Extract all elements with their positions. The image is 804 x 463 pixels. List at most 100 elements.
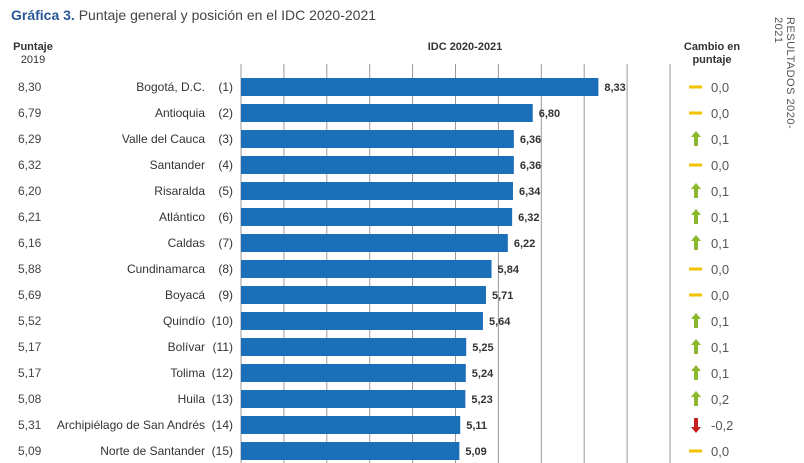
bar bbox=[241, 390, 466, 408]
category-label: Huila bbox=[178, 392, 206, 406]
category-label: Norte de Santander bbox=[100, 444, 205, 458]
score-2019: 6,29 bbox=[18, 132, 42, 146]
rank-label: (5) bbox=[218, 184, 233, 198]
flat-dash-icon bbox=[689, 85, 702, 89]
rank-label: (13) bbox=[212, 392, 233, 406]
value-label: 5,71 bbox=[492, 290, 513, 302]
bar bbox=[241, 78, 599, 96]
score-2019: 5,17 bbox=[18, 340, 42, 354]
category-label: Valle del Cauca bbox=[122, 132, 205, 146]
bar bbox=[241, 286, 486, 304]
change-value: 0,1 bbox=[711, 366, 729, 381]
change-value: 0,0 bbox=[711, 158, 729, 173]
arrow-up-icon bbox=[691, 365, 701, 380]
score-2019: 6,21 bbox=[18, 210, 42, 224]
bar bbox=[241, 234, 508, 252]
category-label: Santander bbox=[150, 158, 205, 172]
rank-label: (11) bbox=[213, 340, 233, 354]
rank-label: (6) bbox=[218, 210, 233, 224]
bar bbox=[241, 442, 460, 460]
rank-label: (3) bbox=[218, 132, 233, 146]
score-2019: 6,79 bbox=[18, 106, 42, 120]
flat-dash-icon bbox=[689, 293, 702, 297]
bar bbox=[241, 338, 467, 356]
category-label: Boyacá bbox=[165, 288, 205, 302]
category-label: Quindío bbox=[163, 314, 205, 328]
value-label: 5,64 bbox=[489, 316, 511, 328]
score-2019: 5,52 bbox=[18, 314, 42, 328]
value-label: 6,36 bbox=[520, 134, 541, 146]
score-2019: 5,17 bbox=[18, 366, 42, 380]
bar bbox=[241, 312, 483, 330]
bar bbox=[241, 364, 466, 382]
arrow-up-icon bbox=[691, 209, 701, 224]
value-label: 8,33 bbox=[604, 82, 625, 94]
arrow-up-icon bbox=[691, 183, 701, 198]
change-value: 0,1 bbox=[711, 210, 729, 225]
change-value: 0,1 bbox=[711, 340, 729, 355]
bar bbox=[241, 182, 513, 200]
score-2019: 5,88 bbox=[18, 262, 42, 276]
score-2019: 5,69 bbox=[18, 288, 42, 302]
category-label: Tolima bbox=[170, 366, 205, 380]
score-2019: 5,31 bbox=[18, 418, 42, 432]
flat-dash-icon bbox=[689, 267, 702, 271]
change-value: -0,2 bbox=[711, 418, 733, 433]
value-label: 5,25 bbox=[472, 342, 493, 354]
change-value: 0,1 bbox=[711, 132, 729, 147]
score-2019: 6,20 bbox=[18, 184, 42, 198]
bar bbox=[241, 208, 513, 226]
rank-label: (15) bbox=[212, 444, 233, 458]
bar bbox=[241, 260, 492, 278]
value-label: 6,32 bbox=[518, 212, 539, 224]
category-label: Antioquia bbox=[155, 106, 205, 120]
score-2019: 8,30 bbox=[18, 80, 42, 94]
category-label: Atlántico bbox=[159, 210, 205, 224]
flat-dash-icon bbox=[689, 449, 702, 453]
rank-label: (8) bbox=[218, 262, 233, 276]
chart-title: IDC 2020-2021 bbox=[427, 41, 503, 53]
bar bbox=[241, 416, 461, 434]
change-value: 0,0 bbox=[711, 106, 729, 121]
rank-label: (12) bbox=[212, 366, 233, 380]
rank-label: (10) bbox=[212, 314, 233, 328]
rank-label: (4) bbox=[218, 158, 233, 172]
score-2019-header: Puntaje 2019 bbox=[13, 41, 53, 66]
figure-title: Gráfica 3. Puntaje general y posición en… bbox=[11, 7, 377, 23]
flat-dash-icon bbox=[689, 111, 702, 115]
change-value: 0,0 bbox=[711, 288, 729, 303]
score-2019: 5,08 bbox=[18, 392, 42, 406]
flat-dash-icon bbox=[689, 163, 702, 167]
value-label: 6,36 bbox=[520, 160, 541, 172]
category-label: Caldas bbox=[168, 236, 205, 250]
value-label: 5,11 bbox=[466, 420, 487, 432]
change-value: 0,1 bbox=[711, 184, 729, 199]
bar bbox=[241, 130, 514, 148]
value-label: 5,84 bbox=[498, 264, 520, 276]
change-value: 0,0 bbox=[711, 80, 729, 95]
bar bbox=[241, 156, 514, 174]
bar bbox=[241, 104, 533, 122]
arrow-up-icon bbox=[691, 391, 701, 406]
change-header: Cambio en puntaje bbox=[683, 41, 741, 66]
change-value: 0,1 bbox=[711, 236, 729, 251]
value-label: 5,24 bbox=[472, 368, 494, 380]
value-label: 6,22 bbox=[514, 238, 535, 250]
value-label: 6,34 bbox=[519, 186, 541, 198]
category-label: Cundinamarca bbox=[127, 262, 205, 276]
change-value: 0,0 bbox=[711, 444, 729, 459]
rank-label: (9) bbox=[218, 288, 233, 302]
score-2019: 5,09 bbox=[18, 444, 42, 458]
category-label: Archipiélago de San Andrés bbox=[57, 418, 205, 432]
arrow-up-icon bbox=[691, 131, 701, 146]
rank-label: (2) bbox=[218, 106, 233, 120]
score-2019: 6,16 bbox=[18, 236, 42, 250]
change-value: 0,2 bbox=[711, 392, 729, 407]
arrow-up-icon bbox=[691, 235, 701, 250]
change-value: 0,0 bbox=[711, 262, 729, 277]
category-label: Bolívar bbox=[168, 340, 205, 354]
rank-label: (14) bbox=[212, 418, 233, 432]
change-value: 0,1 bbox=[711, 314, 729, 329]
